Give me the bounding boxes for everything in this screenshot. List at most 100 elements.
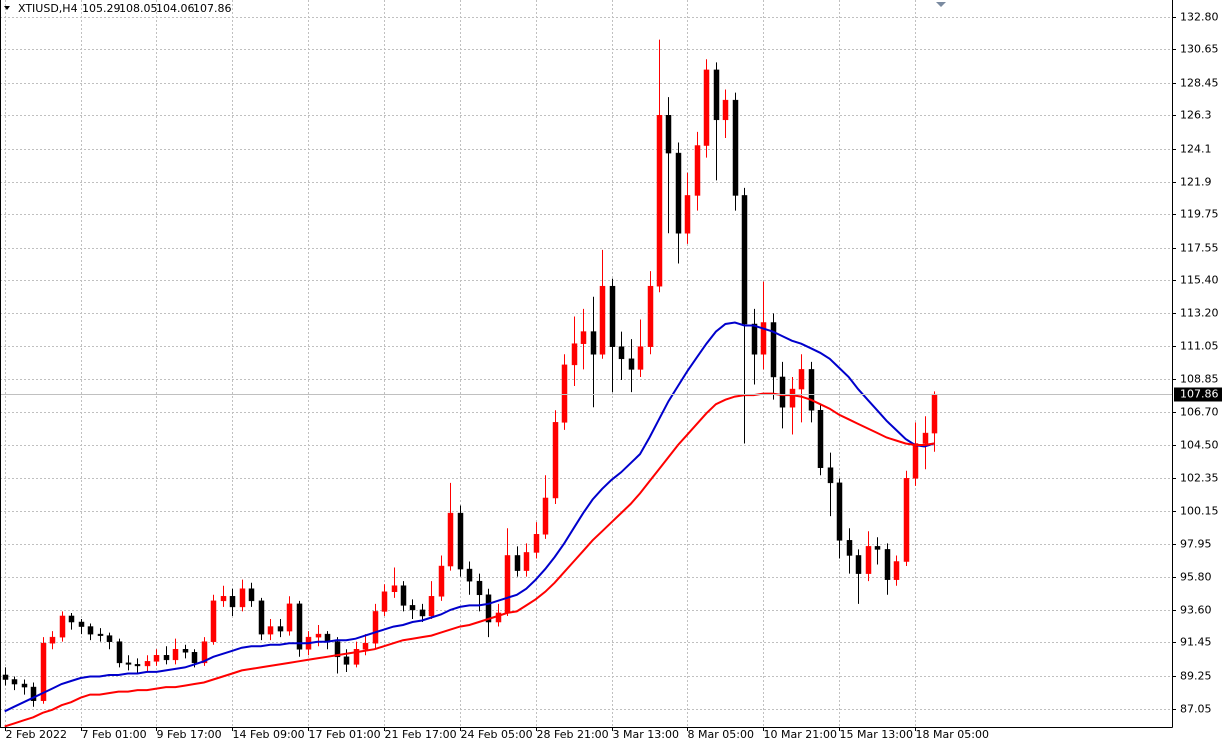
candle-body bbox=[201, 641, 208, 664]
candle-body bbox=[476, 580, 483, 596]
candle-body bbox=[903, 478, 910, 562]
y-tick-label: 104.50 bbox=[1180, 439, 1219, 452]
candle-body bbox=[533, 534, 540, 553]
candle-body bbox=[599, 285, 606, 355]
candle-body bbox=[419, 609, 426, 617]
candle-body bbox=[447, 512, 454, 567]
candle-body bbox=[741, 195, 748, 325]
x-tick-label: 24 Feb 05:00 bbox=[461, 728, 533, 741]
candle-body bbox=[78, 621, 85, 627]
candle-body bbox=[87, 626, 94, 635]
candle-body bbox=[665, 115, 672, 154]
candle-body bbox=[874, 546, 881, 550]
candle-body bbox=[647, 285, 654, 347]
candle-body bbox=[504, 555, 511, 614]
x-tick-label: 9 Feb 17:00 bbox=[157, 728, 222, 741]
candle-body bbox=[315, 633, 322, 638]
candle-body bbox=[362, 642, 369, 650]
y-tick-label: 115.40 bbox=[1180, 274, 1219, 287]
candle-body bbox=[789, 388, 796, 408]
header-high: 108.05 bbox=[119, 2, 158, 15]
x-tick-label: 15 Mar 13:00 bbox=[840, 728, 913, 741]
candle-body bbox=[409, 605, 416, 611]
candle-body bbox=[30, 686, 37, 701]
candle-body bbox=[296, 603, 303, 650]
y-tick-label: 124.1 bbox=[1180, 143, 1212, 156]
axes: 132.80 130.65 128.45 126.3 124.1 121.9 119.75 1… bbox=[5, 11, 1222, 741]
candle-body bbox=[334, 641, 341, 658]
candle-body bbox=[523, 552, 530, 571]
candle-body bbox=[590, 331, 597, 355]
shift-marker bbox=[936, 2, 946, 7]
candle-body bbox=[229, 596, 236, 608]
candle-body bbox=[931, 393, 938, 434]
symbol-menu-icon[interactable] bbox=[4, 6, 10, 10]
x-tick-label: 8 Mar 05:00 bbox=[688, 728, 754, 741]
candle-body bbox=[912, 443, 919, 479]
candle-body bbox=[703, 69, 710, 146]
candle-body bbox=[2, 674, 9, 680]
candle-body bbox=[286, 603, 293, 632]
candle-body bbox=[68, 615, 75, 623]
candle-body bbox=[106, 635, 113, 642]
candle-body bbox=[713, 69, 720, 121]
x-tick-label: 3 Mar 13:00 bbox=[613, 728, 679, 741]
candle-body bbox=[457, 512, 464, 570]
candle-body bbox=[817, 409, 824, 468]
candle-body bbox=[656, 115, 663, 287]
current-price-box bbox=[1174, 387, 1222, 402]
candle-body bbox=[210, 600, 217, 642]
candle-body bbox=[466, 568, 473, 582]
y-tick-label: 117.55 bbox=[1180, 242, 1219, 255]
x-tick-label: 2 Feb 2022 bbox=[6, 728, 67, 741]
header-close: 107.86 bbox=[193, 2, 232, 15]
candle-body bbox=[381, 591, 388, 612]
candle-body bbox=[191, 652, 198, 664]
candle-body bbox=[552, 422, 559, 499]
candle-body bbox=[116, 641, 123, 664]
candle-body bbox=[144, 661, 151, 667]
candle-body bbox=[760, 322, 767, 355]
candle-body bbox=[722, 99, 729, 121]
candle-body bbox=[561, 364, 568, 423]
header-open: 105.29 bbox=[82, 2, 121, 15]
y-tick-label: 111.05 bbox=[1180, 340, 1219, 353]
candle-body bbox=[438, 565, 445, 597]
candle-body bbox=[49, 636, 56, 644]
candle-body bbox=[153, 655, 160, 662]
candle-body bbox=[884, 549, 891, 580]
candle-body bbox=[220, 596, 227, 602]
candle-body bbox=[372, 611, 379, 644]
y-tick-label: 119.75 bbox=[1180, 208, 1219, 221]
y-tick-label: 95.80 bbox=[1180, 571, 1212, 584]
candle-body bbox=[125, 662, 132, 665]
candle-body bbox=[770, 322, 777, 378]
plot bbox=[0, 39, 1172, 728]
candle-body bbox=[694, 145, 701, 196]
x-tick-label: 17 Feb 01:00 bbox=[309, 728, 381, 741]
header-low: 104.06 bbox=[156, 2, 195, 15]
candle-body bbox=[21, 683, 28, 688]
candle-body bbox=[855, 555, 862, 574]
candle-body bbox=[732, 99, 739, 196]
candle-body bbox=[571, 343, 578, 366]
candle-body bbox=[779, 376, 786, 408]
moving-average-line bbox=[4, 321, 935, 713]
y-tick-label: 128.45 bbox=[1180, 77, 1219, 90]
candle-body bbox=[675, 152, 682, 234]
candle-body bbox=[258, 600, 265, 635]
x-tick-label: 10 Mar 21:00 bbox=[764, 728, 837, 741]
y-tick-label: 87.05 bbox=[1180, 703, 1212, 716]
y-tick-label: 130.65 bbox=[1180, 43, 1219, 56]
candle-body bbox=[277, 626, 284, 632]
x-tick-label: 14 Feb 09:00 bbox=[233, 728, 305, 741]
candle-body bbox=[542, 497, 549, 535]
candle-body bbox=[609, 285, 616, 347]
candle-body bbox=[628, 358, 635, 370]
candle-body bbox=[134, 664, 141, 667]
candle-body bbox=[846, 540, 853, 556]
candle-body bbox=[428, 596, 435, 617]
